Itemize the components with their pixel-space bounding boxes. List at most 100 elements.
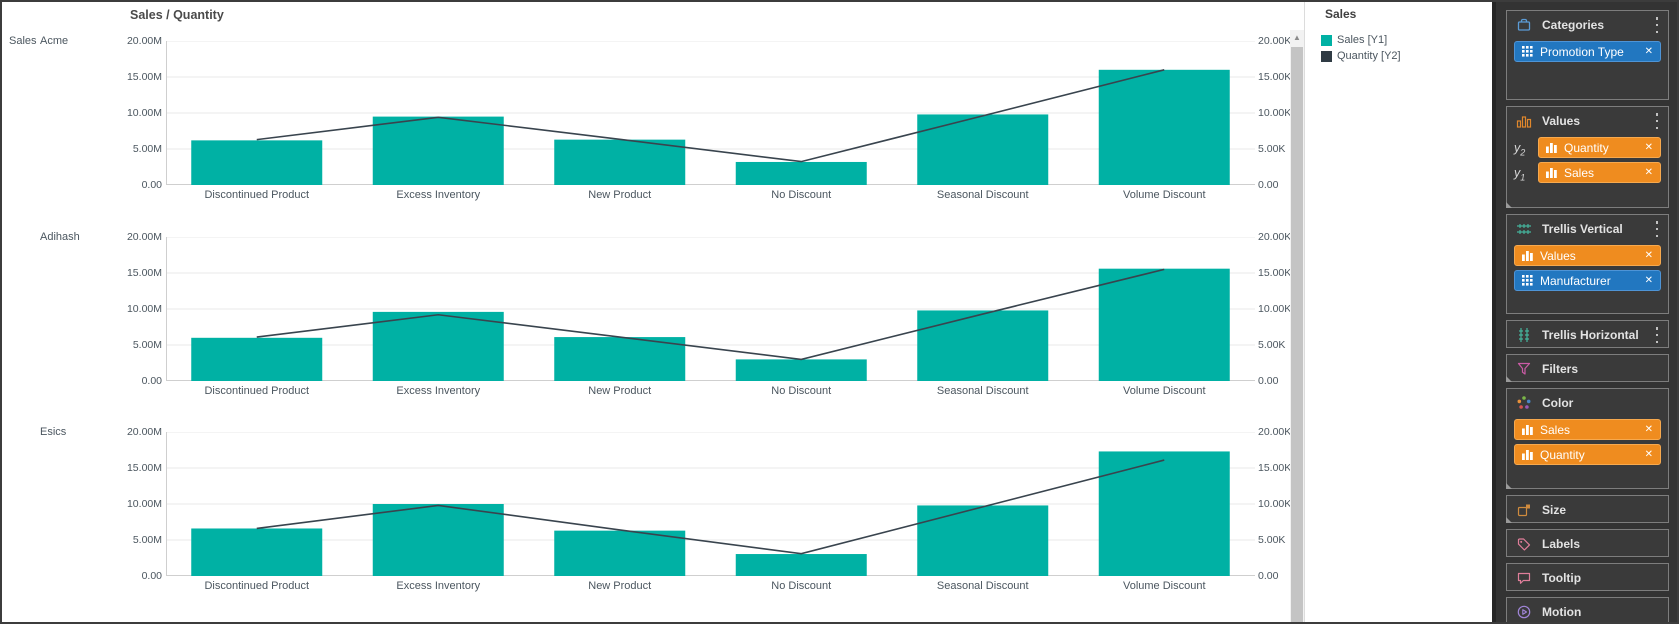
x-axis-label: Seasonal Discount [936,384,1029,397]
section-motion: Motion [1506,597,1669,622]
x-axis-label: New Product [588,384,652,397]
trellis-panel-acme: Sales Acme 20.00M 20.00K 15.00M 15.00K 10.00M 1… [2,35,1292,205]
section-kebab-menu-icon[interactable] [1652,219,1662,239]
x-axis-label: Discontinued Product [204,580,310,592]
section-label: Tooltip [1542,571,1582,585]
manufacturer-label: Acme [40,35,69,47]
bar-new-product[interactable] [554,139,686,185]
motion-play-icon [1516,604,1532,620]
x-axis-label: Excess Inventory [396,580,481,592]
y1-axis-tick: 20.00M [126,426,162,438]
bar-no-discount[interactable] [735,161,867,185]
data-pill-sales[interactable]: Sales ✕ [1538,162,1661,183]
data-pill-promotion-type[interactable]: Promotion Type ✕ [1514,41,1661,62]
y2-axis-tick: 20.00K [1258,426,1292,438]
data-pill-quantity[interactable]: Quantity ✕ [1538,137,1661,158]
bar-discontinued-product[interactable] [191,337,323,381]
bar-excess-inventory[interactable] [372,311,504,381]
trellis-panels: Sales Acme 20.00M 20.00K 15.00M 15.00K 10.00M 1… [2,35,1292,622]
data-pill-values[interactable]: Values ✕ [1514,245,1661,266]
quantity-line[interactable] [256,69,1165,163]
pill-close-icon[interactable]: ✕ [1644,45,1653,57]
section-header-categories[interactable]: Categories [1507,11,1668,39]
trellis-panel-adihash: Adihash 20.00M 20.00K 15.00M 15.00K 10.00M 10.… [2,231,1292,401]
bar-excess-inventory[interactable] [372,116,504,185]
section-label: Filters [1542,362,1579,376]
scrollbar-up-arrow-icon[interactable]: ▲ [1293,33,1301,42]
section-kebab-menu-icon[interactable] [1652,325,1662,345]
quantity-line[interactable] [256,268,1165,360]
bar-volume-discount[interactable] [1098,69,1230,185]
section-header-tooltip[interactable]: Tooltip [1507,564,1668,592]
x-axis-label: Seasonal Discount [936,580,1029,592]
panel-plot [166,236,1255,381]
values-row-y2: y2 Quantity ✕ [1514,137,1661,162]
pill-close-icon[interactable]: ✕ [1644,249,1653,261]
color-dots-icon [1516,395,1532,411]
scrollbar-thumb[interactable] [1291,47,1303,622]
bar-discontinued-product[interactable] [191,140,323,185]
section-header-filters[interactable]: Filters [1507,355,1668,383]
y1-axis-tick: 5.00M [132,534,162,546]
data-pill-sales[interactable]: Sales ✕ [1514,419,1661,440]
y1-axis-tick: 15.00M [126,266,162,279]
section-header-color[interactable]: Color [1507,389,1668,417]
legend-item[interactable]: Quantity [Y2] [1321,50,1493,62]
section-header-labels[interactable]: Labels [1507,530,1668,558]
tooltip-bubble-icon [1516,570,1532,586]
section-body: Promotion Type ✕ [1507,39,1668,62]
legend-panel: Sales Sales [Y1] Quantity [Y2] [1304,2,1493,622]
section-kebab-menu-icon[interactable] [1652,15,1662,35]
pill-close-icon[interactable]: ✕ [1644,166,1653,178]
bar-no-discount[interactable] [735,554,867,576]
data-pill-quantity[interactable]: Quantity ✕ [1514,444,1661,465]
pill-close-icon[interactable]: ✕ [1644,423,1653,435]
trellis-panel-esics: Esics 20.00M 20.00K 15.00M 15.00K 10.00M 10.00… [2,426,1292,596]
tag-icon [1516,536,1532,552]
x-axis-labels: Discontinued Product Excess Inventory New … [166,189,1255,201]
pill-close-icon[interactable]: ✕ [1644,448,1653,460]
bar-seasonal-discount[interactable] [917,309,1049,381]
legend-items: Sales [Y1] Quantity [Y2] [1321,34,1493,62]
x-axis-label: Volume Discount [1122,580,1206,592]
section-trellis-vertical: Trellis Vertical Values ✕ Manufacturer ✕ [1506,214,1669,314]
quantity-line[interactable] [256,459,1165,555]
bar-discontinued-product[interactable] [191,528,323,576]
legend-item[interactable]: Sales [Y1] [1321,34,1493,46]
bar-excess-inventory[interactable] [372,504,504,576]
legend-swatch-icon [1321,34,1332,46]
vertical-scrollbar[interactable]: ▲ [1290,30,1304,622]
section-header-motion[interactable]: Motion [1507,598,1668,622]
bar-seasonal-discount[interactable] [917,114,1049,185]
pill-close-icon[interactable]: ✕ [1644,274,1653,286]
y1-axis-tick: 0.00 [141,179,162,191]
bar-seasonal-discount[interactable] [917,505,1049,576]
pill-label: Quantity [1564,140,1609,155]
section-header-size[interactable]: Size [1507,496,1668,524]
bar-new-product[interactable] [554,336,686,381]
section-header-trellis-horizontal[interactable]: Trellis Horizontal [1507,321,1668,349]
section-kebab-menu-icon[interactable] [1652,111,1662,131]
section-values: Values y2 Quantity ✕ y1 Sales ✕ [1506,106,1669,208]
section-label: Color [1542,396,1574,410]
section-header-trellis-vertical[interactable]: Trellis Vertical [1507,215,1668,243]
section-label: Trellis Vertical [1542,222,1623,236]
x-axis-label: New Product [588,189,652,201]
data-pill-manufacturer[interactable]: Manufacturer ✕ [1514,270,1661,291]
bar-chart-icon [1516,113,1532,129]
bar-volume-discount[interactable] [1098,268,1230,381]
x-axis-labels: Discontinued Product Excess Inventory New … [166,385,1255,397]
bar-no-discount[interactable] [735,358,867,381]
pill-close-icon[interactable]: ✕ [1644,141,1653,153]
y2-axis-tick: 20.00K [1258,35,1292,47]
section-header-values[interactable]: Values [1507,107,1668,135]
x-axis-label: Discontinued Product [204,384,310,397]
section-tooltip: Tooltip [1506,563,1669,591]
section-body [1507,383,1668,385]
bar-volume-discount[interactable] [1098,451,1230,576]
section-categories: Categories Promotion Type ✕ [1506,10,1669,100]
y2-axis-tick: 5.00K [1258,143,1286,155]
y2-axis-tick: 20.00K [1258,230,1292,243]
funnel-icon [1516,361,1532,377]
bar-new-product[interactable] [554,530,686,576]
